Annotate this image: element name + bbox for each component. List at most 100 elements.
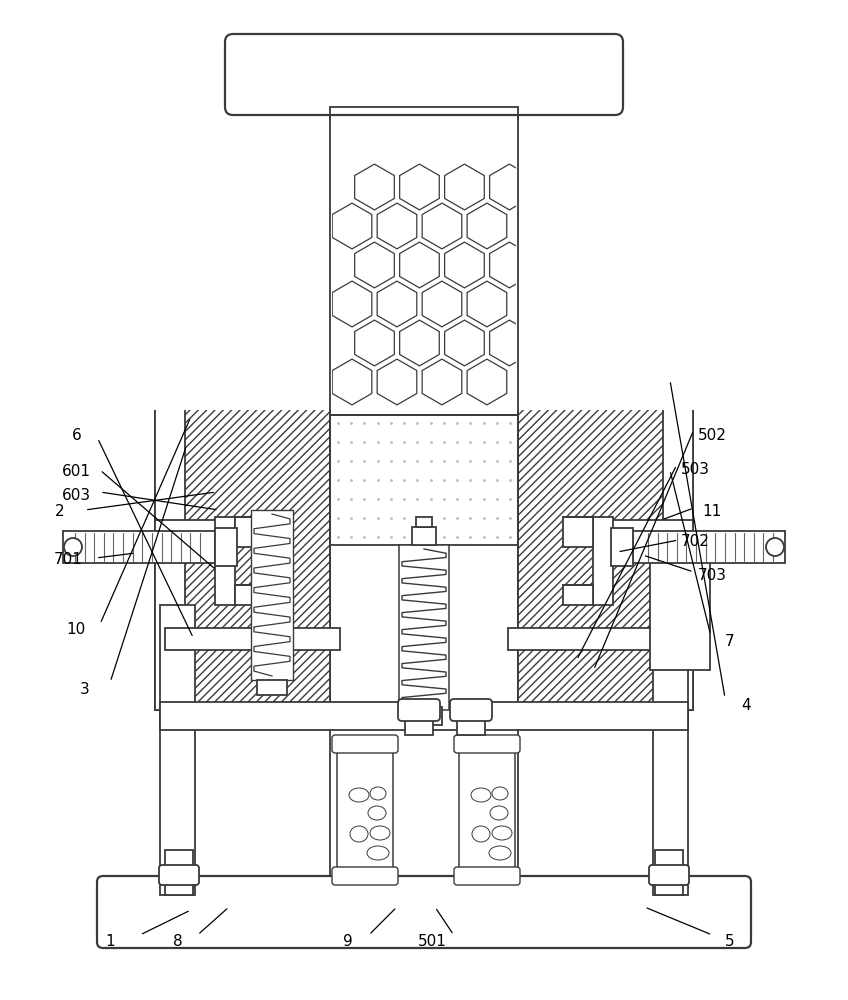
Bar	[516, 120, 848, 410]
Text: 601: 601	[62, 464, 91, 480]
Ellipse shape	[490, 806, 508, 820]
Text: 703: 703	[698, 568, 727, 582]
Bar	[633, 531, 785, 563]
Bar	[593, 520, 693, 545]
Polygon shape	[332, 203, 371, 249]
Polygon shape	[377, 281, 417, 327]
Polygon shape	[155, 210, 330, 710]
Bar	[330, 415, 518, 545]
Polygon shape	[489, 320, 529, 366]
Bar	[399, 545, 449, 710]
Polygon shape	[422, 359, 462, 405]
Text: 702: 702	[681, 534, 710, 550]
Text: 7: 7	[724, 635, 734, 650]
Bar	[593, 517, 613, 605]
FancyBboxPatch shape	[159, 865, 199, 885]
Text: 2: 2	[54, 504, 64, 520]
Polygon shape	[467, 203, 507, 249]
Bar	[416, 517, 432, 527]
Bar	[215, 517, 235, 605]
Bar	[611, 528, 633, 566]
Text: 3: 3	[80, 682, 90, 698]
Polygon shape	[399, 164, 439, 210]
Ellipse shape	[492, 787, 508, 800]
Bar	[251, 510, 293, 680]
Bar	[406, 707, 442, 725]
Text: 8: 8	[173, 934, 183, 950]
Bar	[663, 245, 693, 710]
Polygon shape	[354, 164, 394, 210]
Polygon shape	[467, 281, 507, 327]
Circle shape	[766, 538, 784, 556]
FancyBboxPatch shape	[332, 735, 398, 753]
Bar	[257, 680, 287, 695]
Polygon shape	[518, 210, 693, 710]
Ellipse shape	[370, 826, 390, 840]
Text: 503: 503	[681, 462, 710, 478]
Text: 502: 502	[698, 428, 727, 442]
Polygon shape	[399, 242, 439, 288]
Text: 1: 1	[105, 934, 115, 950]
Ellipse shape	[489, 846, 511, 860]
Text: 10: 10	[67, 622, 86, 638]
Bar	[653, 605, 688, 895]
Polygon shape	[444, 320, 484, 366]
Bar	[412, 527, 436, 545]
FancyBboxPatch shape	[398, 699, 440, 721]
Polygon shape	[467, 359, 507, 405]
Polygon shape	[332, 281, 371, 327]
Ellipse shape	[349, 788, 369, 802]
Polygon shape	[489, 164, 529, 210]
Ellipse shape	[370, 787, 386, 800]
Text: 11: 11	[703, 504, 722, 520]
Polygon shape	[422, 281, 462, 327]
Text: 9: 9	[343, 934, 353, 950]
Text: 603: 603	[62, 488, 91, 502]
Bar	[155, 520, 255, 545]
Bar	[337, 750, 393, 870]
Text: 4: 4	[741, 698, 751, 712]
Polygon shape	[444, 164, 484, 210]
Bar	[405, 715, 433, 735]
Polygon shape	[422, 203, 462, 249]
Polygon shape	[444, 242, 484, 288]
Polygon shape	[377, 203, 417, 249]
Polygon shape	[354, 320, 394, 366]
FancyBboxPatch shape	[454, 867, 520, 885]
Bar	[459, 750, 515, 870]
Bar	[235, 585, 265, 605]
Bar	[215, 528, 237, 566]
FancyBboxPatch shape	[332, 867, 398, 885]
Bar	[655, 850, 683, 895]
Bar	[650, 540, 710, 670]
FancyBboxPatch shape	[450, 699, 492, 721]
Circle shape	[64, 538, 82, 556]
Text: 6: 6	[71, 428, 81, 442]
Bar	[508, 628, 683, 650]
Bar	[0, 120, 332, 410]
Polygon shape	[332, 359, 371, 405]
Text: 501: 501	[418, 934, 447, 950]
Ellipse shape	[471, 788, 491, 802]
Polygon shape	[489, 242, 529, 288]
FancyBboxPatch shape	[225, 34, 623, 115]
Bar	[563, 585, 593, 605]
Polygon shape	[399, 320, 439, 366]
Bar	[155, 245, 185, 710]
Text: 5: 5	[724, 934, 734, 950]
Bar	[235, 517, 265, 547]
Ellipse shape	[368, 806, 386, 820]
Bar	[563, 517, 593, 547]
Ellipse shape	[367, 846, 389, 860]
Bar	[160, 605, 195, 895]
Bar	[165, 850, 193, 895]
Bar	[63, 531, 215, 563]
Bar	[330, 107, 518, 895]
Polygon shape	[354, 242, 394, 288]
Polygon shape	[377, 359, 417, 405]
FancyBboxPatch shape	[454, 735, 520, 753]
Ellipse shape	[492, 826, 512, 840]
FancyBboxPatch shape	[649, 865, 689, 885]
Bar	[457, 715, 485, 735]
Ellipse shape	[350, 826, 368, 842]
